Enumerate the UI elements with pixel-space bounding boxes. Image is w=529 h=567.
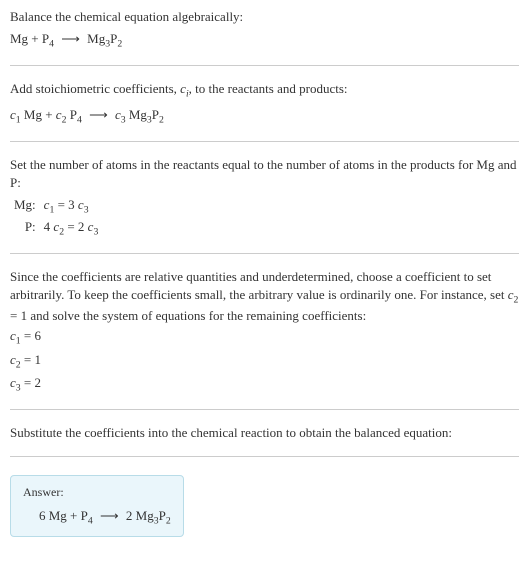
atom-label: Mg: [10, 196, 40, 217]
atom-label: P: [10, 218, 40, 239]
coef-line: c2 = 1 [10, 351, 519, 372]
section-stoichiometric: Add stoichiometric coefficients, ci, to … [10, 80, 519, 141]
answer-equation: 6 Mg + P4 ⟶ 2 Mg3P2 [23, 507, 171, 528]
answer-label: Answer: [23, 484, 171, 501]
stoich-equation: c1 Mg + c2 P4 ⟶ c3 Mg3P2 [10, 106, 519, 127]
section-atoms: Set the number of atoms in the reactants… [10, 156, 519, 254]
section-problem: Balance the chemical equation algebraica… [10, 8, 519, 66]
table-row: Mg: c1 = 3 c3 [10, 196, 102, 217]
coef-line: c1 = 6 [10, 327, 519, 348]
problem-equation: Mg + P4 ⟶ Mg3P2 [10, 30, 519, 51]
table-row: P: 4 c2 = 2 c3 [10, 218, 102, 239]
section-substitute: Substitute the coefficients into the che… [10, 424, 519, 457]
problem-title: Balance the chemical equation algebraica… [10, 8, 519, 26]
solve-title: Since the coefficients are relative quan… [10, 268, 519, 326]
section-solve: Since the coefficients are relative quan… [10, 268, 519, 410]
substitute-title: Substitute the coefficients into the che… [10, 424, 519, 442]
atoms-table: Mg: c1 = 3 c3 P: 4 c2 = 2 c3 [10, 196, 102, 238]
answer-box: Answer: 6 Mg + P4 ⟶ 2 Mg3P2 [10, 475, 184, 537]
atom-equation: 4 c2 = 2 c3 [40, 218, 103, 239]
atoms-title: Set the number of atoms in the reactants… [10, 156, 519, 192]
coef-line: c3 = 2 [10, 374, 519, 395]
atom-equation: c1 = 3 c3 [40, 196, 103, 217]
stoich-title: Add stoichiometric coefficients, ci, to … [10, 80, 519, 101]
